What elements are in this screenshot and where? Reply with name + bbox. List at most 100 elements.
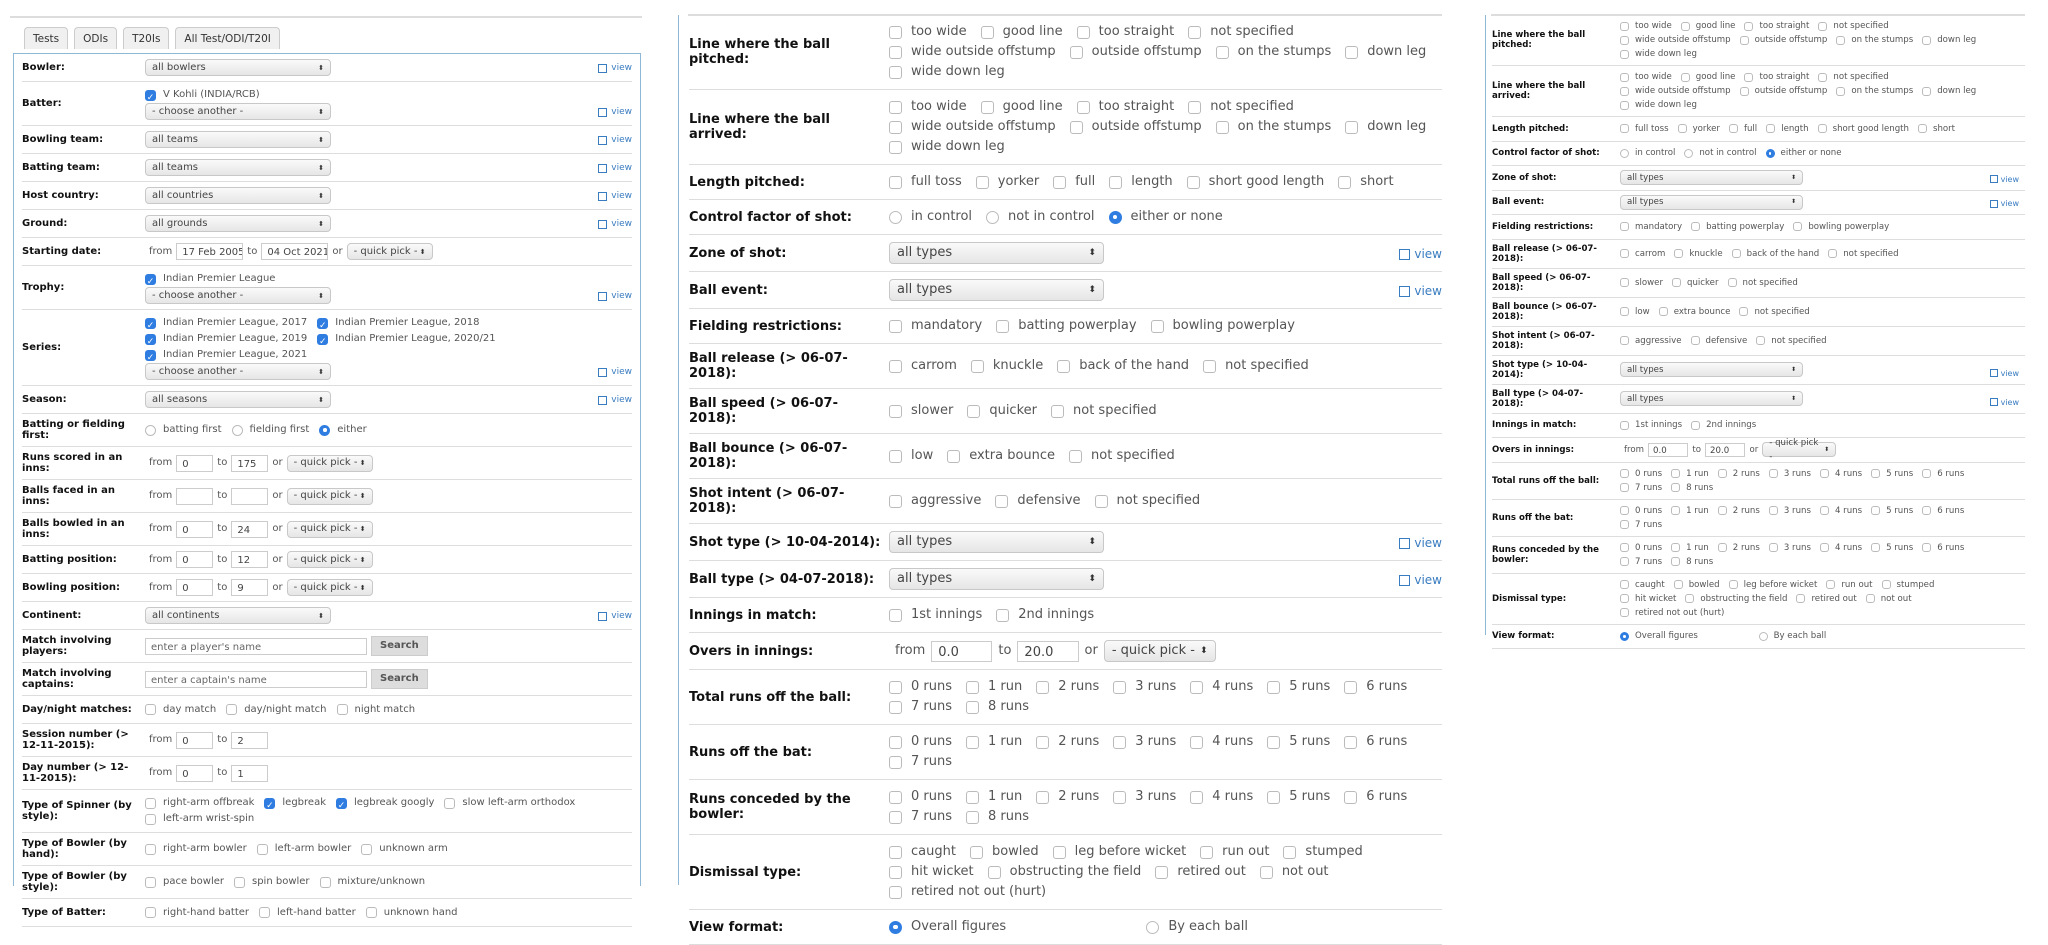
checkbox-icon[interactable] [967, 404, 981, 418]
checkbox-icon[interactable] [1865, 594, 1875, 603]
view-toggle[interactable]: view [598, 107, 632, 117]
checkbox-icon[interactable] [1620, 520, 1629, 529]
checkbox-icon[interactable] [1200, 845, 1214, 859]
checkbox-icon[interactable] [1922, 86, 1932, 96]
checkbox-icon[interactable] [1728, 580, 1738, 589]
checkbox-icon[interactable] [1620, 222, 1629, 232]
checkbox-icon[interactable] [1817, 124, 1827, 134]
checkbox-option-wide-down-leg[interactable]: wide down leg [1620, 98, 1697, 112]
checkbox-option-2nd-innings[interactable]: 2nd innings [1691, 418, 1756, 432]
checkbox-option-6-runs[interactable]: 6 runs [1922, 467, 1964, 481]
checkbox-option-7-runs[interactable]: 7 runs [1620, 518, 1662, 532]
checkbox-icon[interactable] [1620, 543, 1629, 552]
checkbox-option-pace-bowler[interactable]: pace bowler [145, 874, 224, 890]
checkbox-icon[interactable] [987, 865, 1001, 879]
checkbox-icon[interactable] [1036, 790, 1050, 804]
checkbox-option-5-runs[interactable]: 5 runs [1267, 787, 1330, 807]
checkbox-icon[interactable] [1620, 86, 1629, 96]
checkbox-icon[interactable] [995, 494, 1009, 508]
checkbox-icon[interactable] [1113, 790, 1127, 804]
view-toggle[interactable]: view [1989, 369, 2019, 378]
checkbox-option-4-runs[interactable]: 4 runs [1819, 541, 1862, 555]
to-input[interactable]: 04 Oct 2021 [261, 243, 329, 260]
checkbox-checked-icon[interactable] [145, 333, 156, 350]
checkbox-option-1-run[interactable]: 1 run [1671, 467, 1709, 481]
checkbox-icon[interactable] [1674, 249, 1684, 258]
checkbox-icon[interactable] [1828, 249, 1838, 258]
checkbox-icon[interactable] [319, 876, 331, 888]
radio-icon[interactable] [1146, 920, 1160, 934]
view-toggle[interactable]: view [598, 395, 632, 405]
checkbox-option-3-runs[interactable]: 3 runs [1113, 787, 1176, 807]
tab-odis[interactable]: ODIs [74, 27, 118, 49]
checkbox-icon[interactable] [598, 135, 608, 145]
checkbox-icon[interactable] [1188, 100, 1202, 114]
checkbox-icon[interactable] [1215, 120, 1229, 134]
from-input[interactable]: 0 [176, 551, 214, 568]
radio-selected-icon[interactable] [1108, 210, 1122, 224]
view-toggle[interactable]: view [1399, 247, 1442, 261]
checkbox-icon[interactable] [1620, 594, 1629, 603]
from-input[interactable]: 0 [176, 579, 214, 596]
checkbox-checked-icon[interactable] [145, 317, 156, 334]
checkbox-option-bowling-powerplay[interactable]: bowling powerplay [1793, 220, 1889, 234]
checkbox-icon[interactable] [889, 449, 902, 463]
checkbox-icon[interactable] [1739, 35, 1749, 45]
checkbox-icon[interactable] [1671, 543, 1681, 552]
to-input[interactable]: 20.0 [1705, 442, 1746, 457]
checkbox-icon[interactable] [1691, 420, 1701, 430]
radio-option-fielding-first[interactable]: fielding first [231, 422, 309, 438]
checkbox-icon[interactable] [889, 100, 902, 114]
trophy-select[interactable]: - choose another - ⬍ [145, 287, 331, 304]
checkbox-option-1-run[interactable]: 1 run [966, 787, 1022, 807]
checkbox-option-aggressive[interactable]: aggressive [889, 491, 981, 511]
checkbox-option-6-runs[interactable]: 6 runs [1922, 541, 1964, 555]
checkbox-option-1-run[interactable]: 1 run [1671, 504, 1709, 518]
checkbox-option-stumped[interactable]: stumped [1283, 842, 1363, 862]
checkbox-option-1st-innings[interactable]: 1st innings [1620, 418, 1682, 432]
checkbox-option-hit-wicket[interactable]: hit wicket [1620, 592, 1676, 606]
checkbox-option-indian-premier-league[interactable]: Indian Premier League [145, 271, 275, 290]
checkbox-icon[interactable] [1203, 359, 1217, 373]
checkbox-option-wide-outside-offstump[interactable]: wide outside offstump [889, 42, 1056, 62]
checkbox-option-wide-outside-offstump[interactable]: wide outside offstump [1620, 33, 1731, 47]
view-toggle[interactable]: view [1399, 536, 1442, 550]
checkbox-option-back-of-the-hand[interactable]: back of the hand [1731, 247, 1819, 261]
checkbox-icon[interactable] [1819, 469, 1829, 478]
checkbox-icon[interactable] [1069, 449, 1083, 463]
checkbox-icon[interactable] [1113, 735, 1127, 749]
checkbox-option-2-runs[interactable]: 2 runs [1036, 787, 1099, 807]
checkbox-icon[interactable] [1671, 557, 1681, 566]
checkbox-option-too-straight[interactable]: too straight [1076, 97, 1174, 117]
checkbox-icon[interactable] [1620, 307, 1629, 316]
checkbox-option-0-runs[interactable]: 0 runs [889, 787, 952, 807]
checkbox-option-0-runs[interactable]: 0 runs [889, 677, 952, 697]
checkbox-option-5-runs[interactable]: 5 runs [1267, 732, 1330, 752]
checkbox-icon[interactable] [365, 907, 377, 918]
checkbox-option-7-runs[interactable]: 7 runs [889, 752, 952, 772]
checkbox-option-good-line[interactable]: good line [1680, 19, 1735, 33]
checkbox-icon[interactable] [1620, 35, 1629, 45]
checkbox-option-down-leg[interactable]: down leg [1345, 117, 1426, 137]
checkbox-option-outside-offstump[interactable]: outside offstump [1069, 117, 1202, 137]
checkbox-option-left-arm-bowler[interactable]: left-arm bowler [256, 841, 351, 857]
radio-option-overall-figures[interactable]: Overall figures [889, 917, 1132, 937]
match-involving-captains-search-input[interactable]: enter a captain's name [145, 670, 367, 688]
checkbox-icon[interactable] [1344, 790, 1358, 804]
checkbox-option-leg-before-wicket[interactable]: leg before wicket [1052, 842, 1186, 862]
checkbox-icon[interactable] [1768, 506, 1778, 515]
batting-team-select[interactable]: all teams ⬍ [145, 159, 331, 176]
checkbox-icon[interactable] [1267, 680, 1281, 694]
checkbox-icon[interactable] [1871, 469, 1881, 478]
checkbox-option-8-runs[interactable]: 8 runs [1671, 555, 1713, 569]
checkbox-option-run-out[interactable]: run out [1200, 842, 1269, 862]
checkbox-icon[interactable] [1267, 790, 1281, 804]
checkbox-icon[interactable] [1766, 124, 1776, 134]
checkbox-option-indian-premier-league-2018[interactable]: Indian Premier League, 2018 [317, 315, 480, 334]
checkbox-icon[interactable] [1818, 21, 1828, 31]
checkbox-option-wide-outside-offstump[interactable]: wide outside offstump [1620, 84, 1731, 98]
checkbox-option-retired-not-out[interactable]: retired not out (hurt) [1620, 606, 1724, 620]
checkbox-option-caught[interactable]: caught [889, 842, 956, 862]
checkbox-option-on-the-stumps[interactable]: on the stumps [1215, 42, 1331, 62]
checkbox-option-short-good-length[interactable]: short good length [1186, 172, 1324, 192]
